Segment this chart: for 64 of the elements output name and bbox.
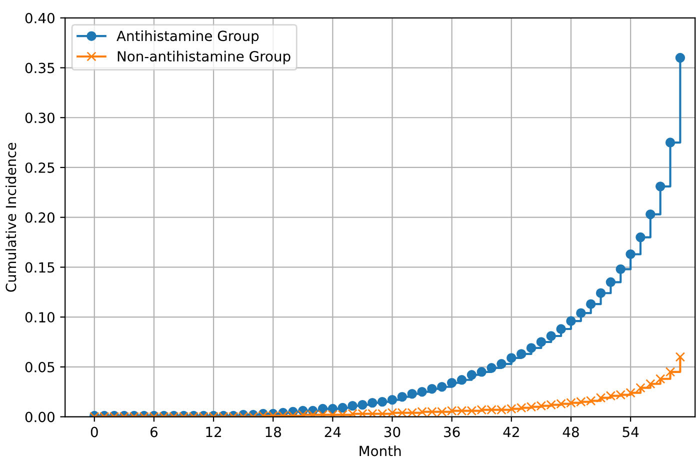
y-axis-title: Cumulative Incidence (5, 142, 16, 292)
point (556, 324, 566, 334)
point (456, 375, 467, 385)
point (636, 232, 646, 242)
point (476, 367, 486, 377)
y-tick-label: 0.40 (25, 12, 54, 24)
point (446, 378, 457, 388)
y-tick-label: 0.25 (25, 162, 54, 173)
point (348, 400, 358, 411)
point (596, 288, 606, 298)
point (646, 209, 656, 220)
point (616, 264, 626, 274)
point (665, 138, 676, 148)
point (516, 349, 526, 359)
point (665, 367, 676, 377)
point (318, 404, 328, 414)
point (338, 402, 348, 413)
point (496, 359, 506, 369)
point (466, 370, 477, 380)
point (536, 337, 546, 347)
point (636, 382, 646, 393)
legend-label: Antihistamine Group (116, 30, 259, 44)
point (486, 363, 496, 373)
point (427, 384, 437, 394)
x-tick-label: 54 (622, 426, 639, 438)
point (368, 398, 378, 408)
point (655, 374, 666, 384)
point (437, 382, 447, 392)
point (606, 277, 616, 288)
point (387, 394, 398, 405)
y-tick-label: 0.05 (25, 362, 54, 372)
point (526, 343, 536, 353)
x-tick-label: 24 (324, 426, 341, 438)
x-tick-label: 6 (150, 426, 158, 438)
y-tick-label: 0.35 (25, 62, 54, 74)
point (566, 316, 576, 326)
x-tick-label: 0 (90, 426, 98, 438)
x-axis-title: Month (360, 445, 401, 456)
point (397, 392, 408, 402)
legend-label: Non-antihistamine Group (118, 50, 290, 64)
point (377, 396, 388, 407)
point (576, 308, 586, 318)
x-tick-label: 48 (562, 426, 579, 438)
x-tick-label: 30 (384, 426, 400, 438)
point (546, 331, 556, 341)
point (626, 249, 636, 260)
point (675, 52, 686, 63)
y-tick-label: 0.20 (25, 212, 54, 223)
x-tick-label: 18 (266, 426, 281, 438)
y-tick-label: 0.10 (25, 312, 54, 323)
point (358, 400, 368, 410)
x-tick-label: 12 (206, 426, 221, 438)
point (407, 388, 417, 399)
y-tick-label: 0.30 (25, 112, 54, 124)
x-tick-label: 36 (444, 426, 460, 438)
point (586, 299, 596, 309)
y-tick-label: 0.00 (25, 412, 54, 422)
point (675, 352, 686, 362)
y-tick-label: 0.15 (25, 262, 54, 273)
point (506, 353, 516, 363)
point (655, 182, 666, 192)
x-tick-label: 42 (503, 426, 519, 438)
point (646, 379, 656, 389)
point (417, 386, 427, 397)
